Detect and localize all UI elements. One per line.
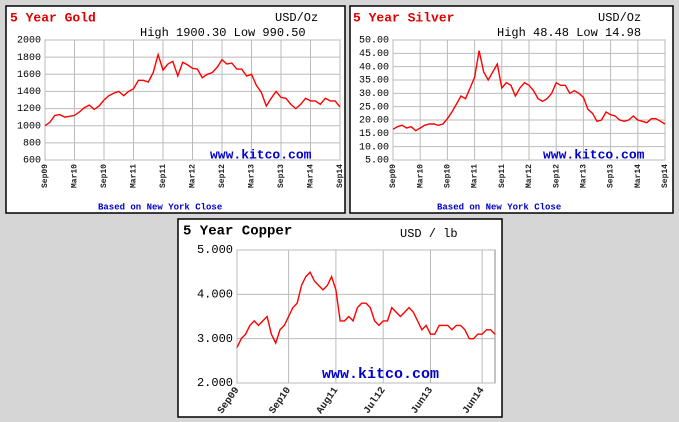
y-tick-label: 4.000	[197, 288, 233, 302]
y-tick-label: 5.00	[365, 156, 389, 167]
unit-label: USD / lb	[400, 227, 458, 241]
x-tick-label: Sep14	[336, 164, 345, 188]
y-tick-label: 1400	[17, 87, 41, 98]
y-tick-label: 45.00	[359, 49, 389, 60]
x-tick-label: Sep10	[444, 164, 453, 188]
x-tick-label: Sep13	[607, 164, 616, 188]
x-tick-label: Sep09	[41, 164, 50, 188]
chart-title: 5 Year Copper	[183, 224, 292, 240]
y-tick-label: 35.00	[359, 76, 389, 87]
watermark: www.kitco.com	[322, 366, 439, 383]
y-tick-label: 1200	[17, 104, 41, 115]
y-tick-label: 1000	[17, 121, 41, 132]
x-tick-label: Sep12	[552, 164, 561, 188]
unit-label: USD/Oz	[598, 11, 641, 25]
unit-label: USD/Oz	[275, 11, 318, 25]
y-tick-label: 25.00	[359, 102, 389, 113]
x-tick-label: Sep09	[389, 164, 398, 188]
x-tick-label: Sep13	[277, 164, 286, 188]
x-tick-label: Mar11	[471, 164, 480, 188]
price-line	[392, 50, 666, 132]
x-tick-label: Mar10	[416, 164, 425, 188]
chart-title: 5 Year Gold	[10, 10, 96, 25]
y-tick-label: 1600	[17, 70, 41, 81]
x-tick-label: Mar10	[71, 164, 80, 188]
y-tick-label: 50.00	[359, 36, 389, 47]
chart-title: 5 Year Silver	[353, 10, 454, 25]
price-line	[44, 52, 341, 127]
y-tick-label: 5.000	[197, 243, 233, 257]
x-tick-label: Mar13	[248, 164, 257, 188]
y-tick-label: 2000	[17, 36, 41, 47]
high-low: High 48.48 Low 14.98	[497, 26, 641, 40]
footnote: Based on New York Close	[437, 202, 561, 212]
x-tick-label: Mar11	[130, 164, 139, 188]
price-line	[236, 271, 496, 348]
y-tick-label: 800	[23, 138, 41, 149]
x-tick-label: Sep11	[159, 164, 168, 188]
x-tick-label: Mar12	[525, 164, 534, 188]
y-tick-label: 20.00	[359, 116, 389, 127]
y-tick-label: 1800	[17, 53, 41, 64]
footnote: Based on New York Close	[98, 202, 222, 212]
x-tick-label: Sep11	[498, 164, 507, 188]
y-tick-label: 15.00	[359, 129, 389, 140]
y-tick-label: 2.000	[197, 376, 233, 390]
y-tick-label: 40.00	[359, 62, 389, 73]
x-tick-label: Sep10	[100, 164, 109, 188]
y-tick-label: 3.000	[197, 332, 233, 346]
y-tick-label: 10.00	[359, 142, 389, 153]
watermark: www.kitco.com	[543, 147, 645, 162]
y-tick-label: 600	[23, 156, 41, 167]
watermark: www.kitco.com	[210, 147, 312, 162]
x-tick-label: Sep14	[661, 164, 670, 188]
x-tick-label: Mar13	[580, 164, 589, 188]
plot-area	[236, 249, 496, 384]
y-tick-label: 30.00	[359, 89, 389, 100]
x-tick-label: Mar12	[189, 164, 198, 188]
x-tick-label: Mar14	[307, 164, 316, 188]
x-tick-label: Mar14	[634, 164, 643, 188]
high-low: High 1900.30 Low 990.50	[140, 26, 306, 40]
x-tick-label: Sep12	[218, 164, 227, 188]
